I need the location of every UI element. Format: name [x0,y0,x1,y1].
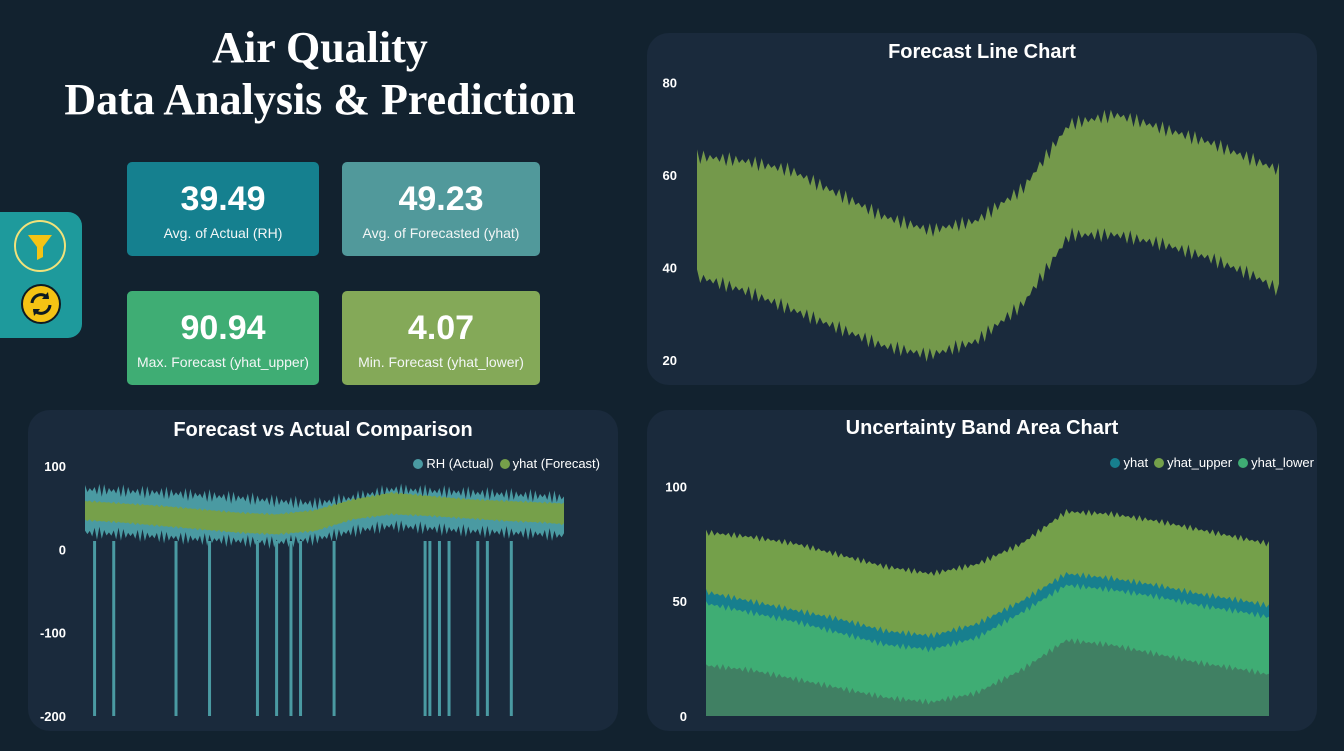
legend-dot [499,458,510,469]
dashboard-title: Air Quality Data Analysis & Prediction [20,22,620,126]
legend-item-yhat[interactable]: yhat [1110,455,1148,470]
forecast-vs-actual-panel: Forecast vs Actual Comparison RH (Actual… [28,410,618,731]
forecast-vs-actual-chart: 100 0 -100 -200 [40,459,564,724]
refresh-glyph [30,292,52,316]
uncertainty-band-chart: 100 50 0 [665,479,1269,724]
forecast-line-panel: Forecast Line Chart 80 60 40 20 [647,33,1317,385]
forecast-line-ytick: 60 [663,168,677,183]
kpi-value: 4.07 [407,309,475,347]
legend-label: yhat [1123,455,1149,470]
uncertainty-band-ytick: 0 [680,709,687,724]
kpi-label: Avg. of Forecasted (yhat) [362,225,520,241]
forecast-line-ytick: 80 [663,75,677,90]
forecast-line-ytick: 20 [663,353,677,368]
legend-label: yhat_lower [1251,455,1314,470]
legend-dot [1154,457,1165,468]
legend-label: yhat_upper [1167,455,1233,470]
kpi-card-min-forecast: 4.07 Min. Forecast (yhat_lower) [342,291,540,385]
kpi-value: 39.49 [180,180,266,218]
side-panel [0,212,82,338]
legend-dot [1238,457,1249,468]
legend-dot [1110,457,1121,468]
kpi-card-avg-actual: 39.49 Avg. of Actual (RH) [127,162,319,256]
panel-title: Forecast vs Actual Comparison [173,419,473,441]
forecast-band-area [697,109,1279,362]
kpi-card-avg-forecast: 49.23 Avg. of Forecasted (yhat) [342,162,540,256]
forecast-vs-actual-ytick: 100 [44,459,66,474]
kpi-label: Max. Forecast (yhat_upper) [137,354,309,370]
uncertainty-band-panel: Uncertainty Band Area Chart yhat yhat_up… [647,410,1317,731]
legend-item-yhat[interactable]: yhat (Forecast) [499,456,600,471]
refresh-icon[interactable] [21,284,61,324]
title-line-2: Data Analysis & Prediction [64,75,576,124]
panel-title: Uncertainty Band Area Chart [845,417,1119,439]
uncertainty-band-ytick: 100 [665,479,687,494]
forecast-line-ytick: 40 [663,260,677,275]
chart-legend: yhat yhat_upper yhat_lower [1110,455,1314,470]
forecast-vs-actual-ytick: -100 [40,626,66,641]
uncertainty-band-ytick: 50 [673,594,687,609]
legend-item-rh[interactable]: RH (Actual) [413,456,494,471]
forecast-vs-actual-ytick: -200 [40,709,66,724]
title-line-1: Air Quality [212,23,428,72]
kpi-value: 90.94 [180,309,266,347]
area-base [706,638,1269,716]
panel-title: Forecast Line Chart [888,41,1076,63]
yhat-forecast-band [85,491,564,536]
legend-label: RH (Actual) [426,456,494,471]
chart-legend: RH (Actual) yhat (Forecast) [413,456,600,471]
forecast-line-chart: 80 60 40 20 [663,75,1279,368]
kpi-label: Avg. of Actual (RH) [163,225,283,241]
legend-item-yhat-upper[interactable]: yhat_upper [1154,455,1232,470]
kpi-card-max-forecast: 90.94 Max. Forecast (yhat_upper) [127,291,319,385]
kpi-label: Min. Forecast (yhat_lower) [358,354,524,370]
funnel-glyph [28,235,52,260]
legend-label: yhat (Forecast) [512,456,600,471]
kpi-value: 49.23 [398,180,484,218]
funnel-icon[interactable] [14,220,66,272]
forecast-vs-actual-ytick: 0 [59,542,66,557]
legend-dot [413,458,424,469]
legend-item-yhat-lower[interactable]: yhat_lower [1238,455,1314,470]
